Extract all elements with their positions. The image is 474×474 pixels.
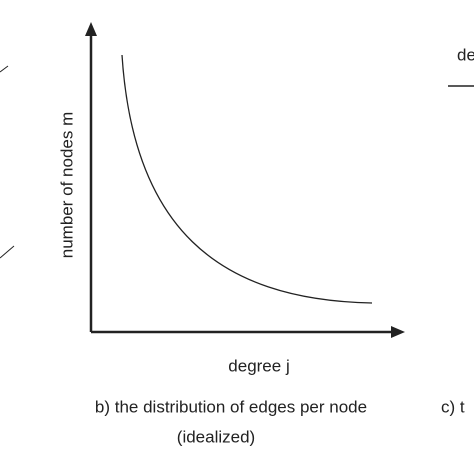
left-fragment-line xyxy=(0,245,15,259)
distribution-curve xyxy=(121,54,373,304)
x-axis-arrow xyxy=(391,326,405,338)
right-fragment-label: de xyxy=(457,45,474,64)
x-axis-label: degree j xyxy=(228,356,289,375)
y-axis-arrow xyxy=(85,22,97,36)
right-fragment-caption: c) t xyxy=(441,397,465,416)
caption: b) the distribution of edges per node xyxy=(95,397,367,416)
left-fragment-line xyxy=(0,65,9,73)
y-axis-label: number of nodes m xyxy=(57,112,76,258)
caption: (idealized) xyxy=(177,427,255,446)
